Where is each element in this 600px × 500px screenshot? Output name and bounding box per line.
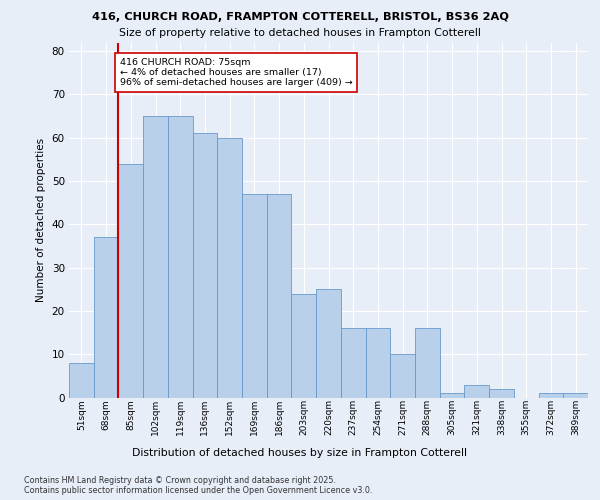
Bar	[415, 328, 440, 398]
Bar	[539, 393, 563, 398]
Text: Size of property relative to detached houses in Frampton Cotterell: Size of property relative to detached ho…	[119, 28, 481, 38]
Text: Contains HM Land Registry data © Crown copyright and database right 2025.
Contai: Contains HM Land Registry data © Crown c…	[24, 476, 373, 496]
Bar	[464, 384, 489, 398]
Bar	[143, 116, 168, 398]
Text: 416, CHURCH ROAD, FRAMPTON COTTERELL, BRISTOL, BS36 2AQ: 416, CHURCH ROAD, FRAMPTON COTTERELL, BR…	[91, 12, 509, 22]
Bar	[563, 393, 588, 398]
Bar	[292, 294, 316, 398]
Bar	[341, 328, 365, 398]
Bar	[365, 328, 390, 398]
Text: 416 CHURCH ROAD: 75sqm
← 4% of detached houses are smaller (17)
96% of semi-deta: 416 CHURCH ROAD: 75sqm ← 4% of detached …	[119, 58, 352, 88]
Bar	[489, 389, 514, 398]
Bar	[94, 238, 118, 398]
Bar	[217, 138, 242, 398]
Bar	[193, 134, 217, 398]
Bar	[440, 393, 464, 398]
Bar	[242, 194, 267, 398]
Bar	[316, 290, 341, 398]
Bar	[168, 116, 193, 398]
Y-axis label: Number of detached properties: Number of detached properties	[36, 138, 46, 302]
Bar	[69, 363, 94, 398]
Bar	[390, 354, 415, 398]
Bar	[118, 164, 143, 398]
Bar	[267, 194, 292, 398]
Text: Distribution of detached houses by size in Frampton Cotterell: Distribution of detached houses by size …	[133, 448, 467, 458]
